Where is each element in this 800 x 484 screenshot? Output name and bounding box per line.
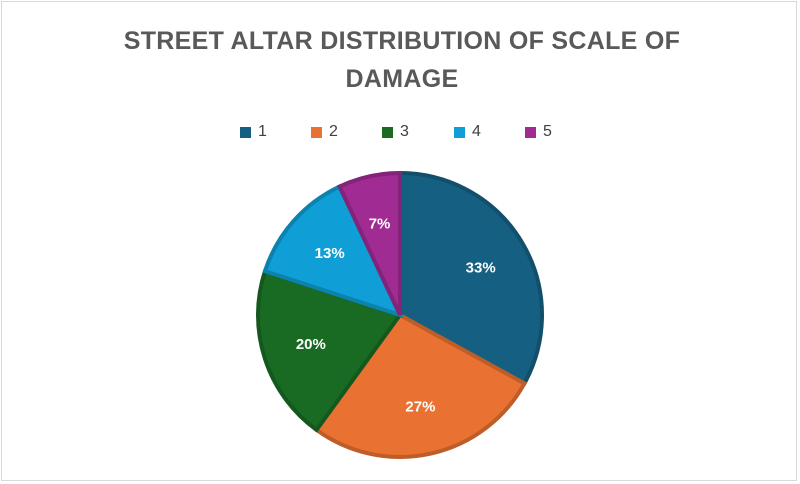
legend-swatch-4 [454, 126, 465, 138]
data-label-4: 13% [315, 245, 345, 262]
legend-item-1: 1 [240, 121, 267, 143]
pie-slice-4 [262, 183, 404, 319]
legend-label-3: 3 [400, 123, 409, 140]
legend-swatch-2 [311, 126, 322, 138]
data-label-1: 33% [466, 259, 496, 276]
pie-slice-1 [398, 170, 544, 387]
legend-label-2: 2 [329, 123, 338, 140]
data-label-5: 7% [369, 216, 391, 233]
legend-swatch-1 [240, 126, 251, 138]
legend-item-3: 3 [382, 121, 409, 143]
legend-swatch-3 [382, 126, 393, 138]
pie-slice-2 [313, 312, 528, 459]
legend-label-1: 1 [258, 123, 267, 140]
data-label-3: 20% [296, 336, 326, 353]
data-label-2: 27% [405, 398, 435, 415]
legend-item-4: 4 [454, 121, 481, 143]
legend-item-5: 5 [525, 121, 552, 143]
legend: 1 2 3 4 5 [2, 121, 800, 143]
legend-label-5: 5 [543, 123, 552, 140]
pie-slice-3 [256, 268, 404, 433]
pie-slice-5 [336, 170, 402, 316]
legend-item-2: 2 [311, 121, 338, 143]
legend-swatch-5 [525, 126, 536, 138]
chart-title: STREET ALTAR DISTRIBUTION OF SCALE OF DA… [123, 27, 681, 93]
legend-label-4: 4 [472, 123, 481, 140]
